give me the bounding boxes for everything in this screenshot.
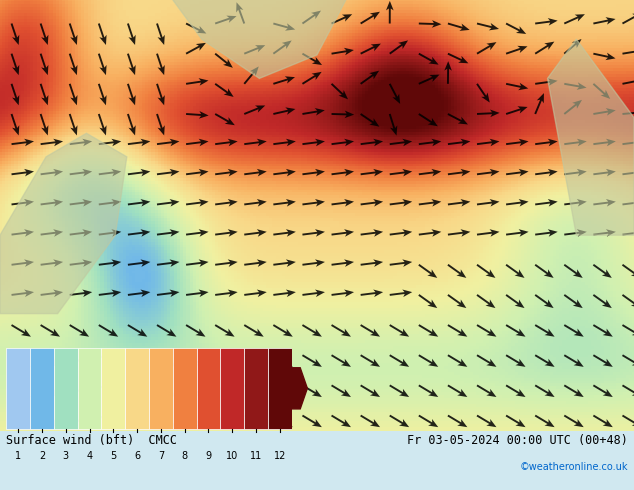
Bar xyxy=(6,348,30,429)
Bar xyxy=(101,348,125,429)
Text: 2: 2 xyxy=(39,451,45,461)
Text: ©weatheronline.co.uk: ©weatheronline.co.uk xyxy=(519,463,628,472)
Polygon shape xyxy=(173,0,346,78)
Polygon shape xyxy=(548,39,634,235)
Text: 8: 8 xyxy=(181,451,188,461)
Bar xyxy=(30,348,54,429)
Text: 11: 11 xyxy=(250,451,262,461)
Text: 7: 7 xyxy=(158,451,164,461)
FancyArrow shape xyxy=(292,368,307,409)
Text: 3: 3 xyxy=(63,451,69,461)
Bar xyxy=(54,348,78,429)
Text: 10: 10 xyxy=(226,451,238,461)
Bar xyxy=(126,348,149,429)
Bar xyxy=(78,348,101,429)
Text: Surface wind (bft)  CMCC: Surface wind (bft) CMCC xyxy=(6,434,178,447)
Text: 12: 12 xyxy=(273,451,286,461)
Bar xyxy=(221,348,244,429)
Bar xyxy=(149,348,172,429)
Text: 9: 9 xyxy=(205,451,212,461)
Bar xyxy=(197,348,221,429)
Bar xyxy=(268,348,292,429)
Text: Fr 03-05-2024 00:00 UTC (00+48): Fr 03-05-2024 00:00 UTC (00+48) xyxy=(407,434,628,447)
Polygon shape xyxy=(0,133,127,314)
Text: 4: 4 xyxy=(86,451,93,461)
Bar xyxy=(244,348,268,429)
Text: 5: 5 xyxy=(110,451,117,461)
Text: 6: 6 xyxy=(134,451,140,461)
Text: 1: 1 xyxy=(15,451,22,461)
Bar xyxy=(172,348,197,429)
